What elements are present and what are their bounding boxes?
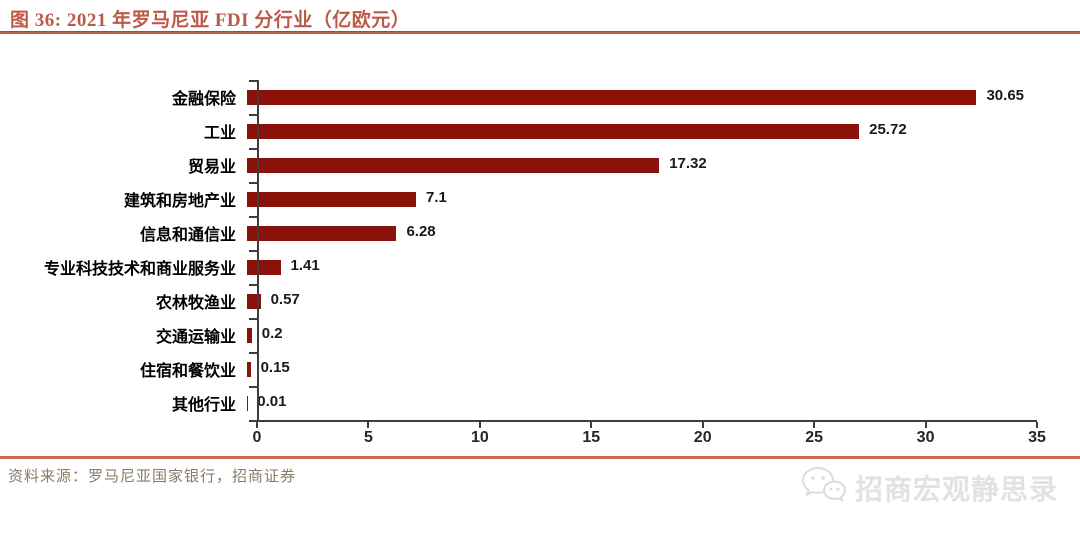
category-label: 农林牧渔业 <box>155 293 236 312</box>
header-divider <box>0 31 1080 34</box>
x-axis-tick <box>590 422 593 428</box>
y-axis-tick <box>249 284 257 286</box>
x-axis-tick <box>701 422 704 428</box>
x-tick-label: 0 <box>252 429 262 446</box>
value-label: 25.72 <box>869 121 907 138</box>
x-axis-tick <box>924 422 927 428</box>
value-label: 0.57 <box>270 291 300 308</box>
category-label: 工业 <box>203 123 236 142</box>
watermark-label: 招商宏观静思录 <box>854 472 1058 506</box>
bar <box>247 328 252 343</box>
bar <box>247 192 416 207</box>
value-label: 6.28 <box>406 223 436 240</box>
y-axis-line <box>257 80 259 421</box>
value-label: 7.1 <box>425 189 447 206</box>
bar-row: 交通运输业 0.2 <box>0 318 1080 352</box>
x-axis-tick <box>478 422 481 428</box>
bar-row: 金融保险 30.65 <box>0 80 1080 114</box>
value-label: 0.01 <box>257 393 287 410</box>
category-label: 贸易业 <box>187 157 236 176</box>
value-label: 30.65 <box>986 87 1025 104</box>
y-axis-tick <box>249 250 257 252</box>
value-label: 0.2 <box>261 325 283 342</box>
bar-track: 6.28 <box>247 216 1080 250</box>
category-label: 专业科技技术和商业服务业 <box>43 259 236 278</box>
x-axis-tick <box>813 422 816 428</box>
bar-row: 专业科技技术和商业服务业 1.41 <box>0 250 1080 284</box>
x-tick-label: 15 <box>582 429 601 446</box>
y-axis-tick <box>249 386 257 388</box>
bar-track: 25.72 <box>247 114 1080 148</box>
x-tick-label: 30 <box>916 429 935 446</box>
bar-track: 30.65 <box>247 80 1080 114</box>
category-label: 交通运输业 <box>155 327 236 346</box>
value-label: 0.15 <box>260 359 290 376</box>
x-tick-label: 25 <box>805 429 824 446</box>
bar-track: 0.15 <box>247 352 1080 386</box>
category-label: 信息和通信业 <box>139 225 236 244</box>
bar <box>247 362 251 377</box>
x-tick-label: 35 <box>1028 429 1046 446</box>
bar-row: 农林牧渔业 0.57 <box>0 284 1080 318</box>
bar-row: 工业 25.72 <box>0 114 1080 148</box>
bar-row: 建筑和房地产业 7.1 <box>0 182 1080 216</box>
chart-title: 图 36: 2021 年罗马尼亚 FDI 分行业（亿欧元） <box>10 10 411 31</box>
bar-chart: 金融保险 30.65 工业 25.72 贸易业 17.32 建筑和房地产业 7.1 信息和通信业… <box>0 80 1080 420</box>
y-axis-tick <box>249 420 257 422</box>
category-label: 其他行业 <box>171 395 236 414</box>
y-axis-tick <box>249 352 257 354</box>
bar-track: 0.57 <box>247 284 1080 318</box>
y-axis-tick <box>249 318 257 320</box>
bar-row: 其他行业 0.01 <box>0 386 1080 420</box>
bar-row: 贸易业 17.32 <box>0 148 1080 182</box>
footer-divider <box>0 456 1080 459</box>
category-label: 住宿和餐饮业 <box>139 361 236 380</box>
x-tick-label: 20 <box>693 429 712 446</box>
wechat-icon <box>801 466 847 509</box>
bar-row: 住宿和餐饮业 0.15 <box>0 352 1080 386</box>
source-note: 资料来源：罗马尼亚国家银行，招商证券 <box>8 467 297 485</box>
bar-track: 7.1 <box>247 182 1080 216</box>
bar-row: 信息和通信业 6.28 <box>0 216 1080 250</box>
bar <box>247 226 397 241</box>
bar-track: 0.2 <box>247 318 1080 352</box>
value-label: 1.41 <box>290 257 320 274</box>
bar-track: 0.01 <box>247 386 1080 420</box>
category-label: 金融保险 <box>171 89 236 108</box>
x-axis-line <box>257 420 1037 422</box>
x-axis: 0 5 10 15 20 25 30 35 <box>253 420 1046 460</box>
category-label: 建筑和房地产业 <box>123 191 236 210</box>
value-label: 17.32 <box>669 155 707 172</box>
watermark: 招商宏观静思录 <box>801 466 1058 509</box>
bar <box>247 90 977 105</box>
y-axis-tick <box>249 148 257 150</box>
y-axis-tick <box>249 216 257 218</box>
bar <box>247 158 660 173</box>
bar <box>247 124 860 139</box>
x-tick-label: 10 <box>470 429 489 446</box>
y-axis-tick <box>249 80 257 82</box>
bar-track: 1.41 <box>247 250 1080 284</box>
y-axis-tick <box>249 114 257 116</box>
bar <box>247 260 281 275</box>
x-axis-tick <box>256 422 258 428</box>
x-axis-tick <box>1036 422 1038 428</box>
x-tick-label: 5 <box>363 429 373 446</box>
y-axis-tick <box>249 182 257 184</box>
x-axis-tick <box>367 422 370 428</box>
bar-track: 17.32 <box>247 148 1080 182</box>
